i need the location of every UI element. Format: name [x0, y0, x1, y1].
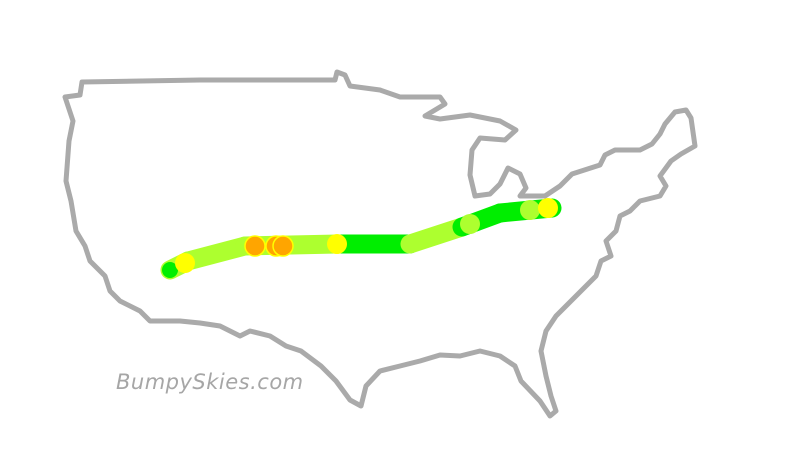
turbulence-marker-moderate [175, 253, 195, 273]
turbulence-marker-smooth [162, 262, 178, 278]
turbulence-marker-moderate [327, 234, 347, 254]
us-outline [62, 69, 698, 419]
turbulence-marker-light [520, 200, 540, 220]
turbulence-marker-severe [244, 235, 266, 257]
turbulence-marker-moderate [538, 198, 558, 218]
turbulence-marker-severe [272, 235, 294, 257]
route-segment [178, 236, 255, 271]
turbulence-markers [162, 198, 558, 278]
flight-route [160, 198, 562, 280]
turbulence-marker-light [460, 214, 480, 234]
watermark: BumpySkies.com [116, 370, 304, 394]
